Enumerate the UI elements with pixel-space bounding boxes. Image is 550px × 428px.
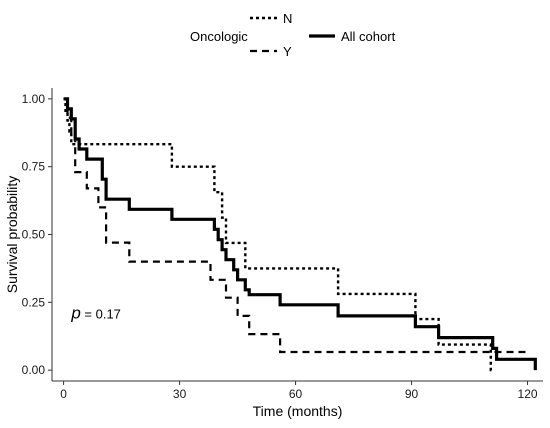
legend: Oncologic N Y All cohort (190, 11, 396, 59)
legend-label: Y (283, 44, 292, 59)
y-tick-label: 0.00 (22, 363, 46, 377)
curve-all-cohort (63, 97, 537, 371)
axes: 0 30 60 90 120 0.00 0.25 0.50 0.75 1.00 Time (mont… (4, 88, 543, 419)
legend-label: All cohort (341, 29, 396, 44)
x-axis-title: Time (months) (253, 403, 343, 419)
legend-title: Oncologic (190, 29, 248, 44)
x-tick-label: 120 (518, 387, 538, 401)
p-value-annotation: p = 0.17 (70, 304, 121, 323)
x-tick-label: 30 (173, 387, 187, 401)
p-symbol: p (70, 304, 80, 323)
y-tick-label: 0.50 (22, 228, 46, 242)
y-axis-title: Survival probability (4, 176, 20, 294)
curves (63, 97, 537, 372)
y-tick-label: 1.00 (22, 92, 46, 106)
y-tick-label: 0.25 (22, 295, 46, 309)
x-tick-label: 90 (405, 387, 419, 401)
p-value: = 0.17 (81, 307, 121, 322)
y-tick-label: 0.75 (22, 160, 46, 174)
curve-n (63, 97, 493, 372)
x-tick-label: 60 (289, 387, 303, 401)
annotation: p = 0.17 (70, 304, 121, 323)
legend-label: N (283, 11, 292, 26)
x-tick-label: 0 (60, 387, 67, 401)
curve-y (63, 97, 528, 354)
